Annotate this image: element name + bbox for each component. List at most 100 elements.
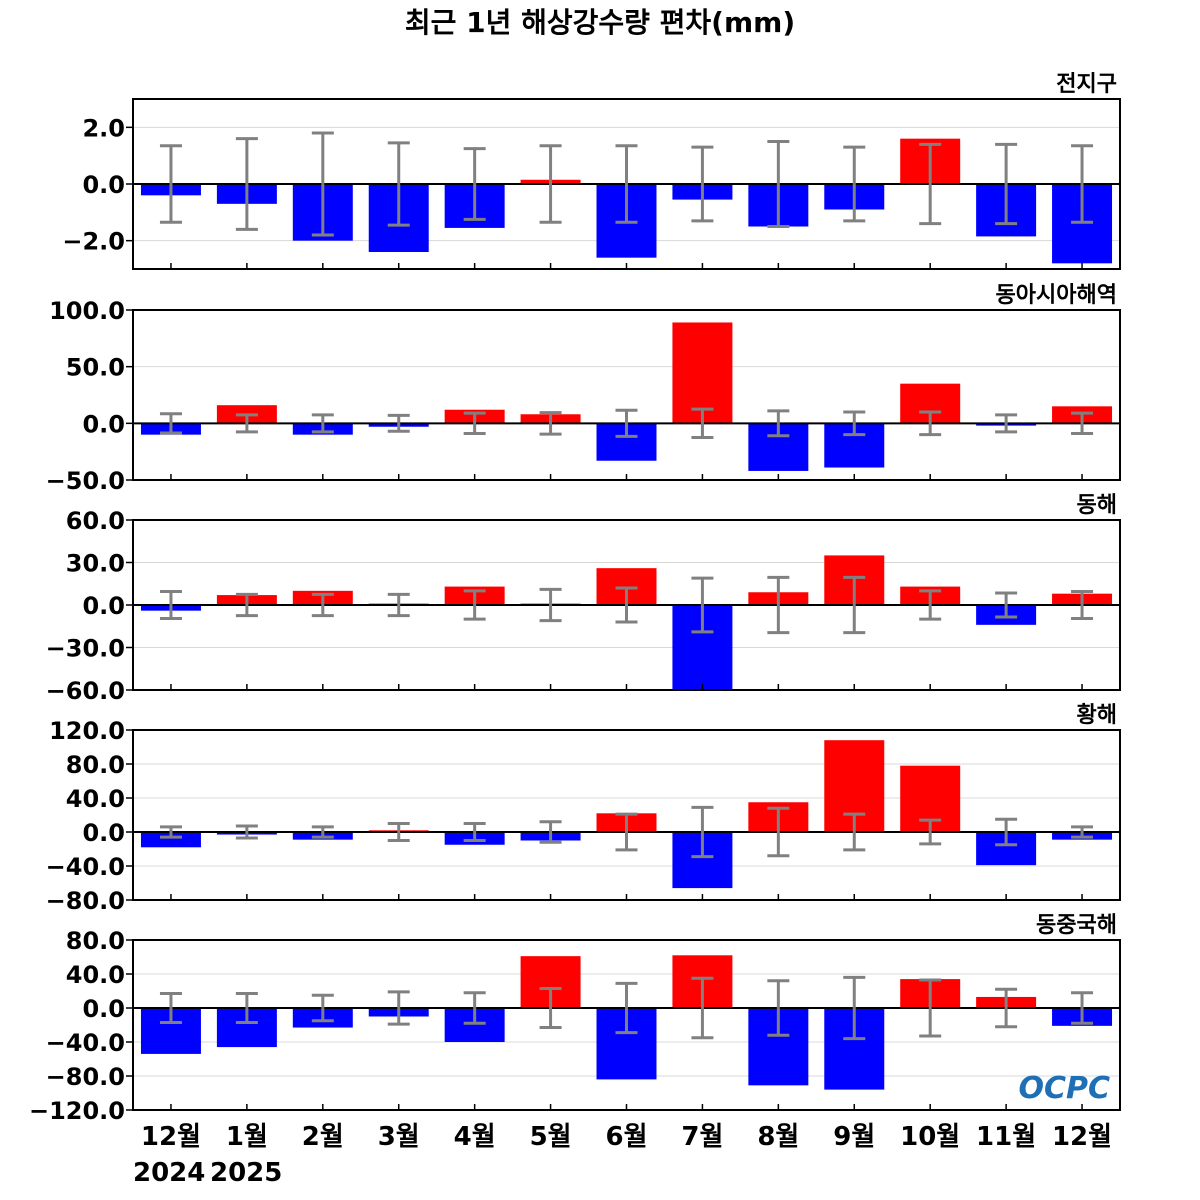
error-bar <box>311 993 334 1023</box>
y-tick-label: 40.0 <box>66 785 125 813</box>
chart-panels: 전지구 2.0 0.0 −2.0 동아시아해역 100.0 50.0 0.0 −50.0 동해 60… <box>29 72 1121 1125</box>
y-tick-label: −80.0 <box>46 1063 125 1091</box>
x-axis: 12월 1월 2월 3월 4월 5월 6월 7월 8월 9월 10월 11월 12월 2024 2025 <box>133 1122 1112 1188</box>
bar-12월 <box>140 832 201 848</box>
x-tick-label: 11월 <box>976 1122 1036 1152</box>
x-tick-label: 7월 <box>681 1122 723 1152</box>
error-bar <box>539 587 562 623</box>
error-bar <box>311 131 334 237</box>
error-bar <box>919 818 942 846</box>
error-bar <box>1071 825 1094 839</box>
error-bar <box>235 413 258 434</box>
error-bar <box>463 411 486 436</box>
x-tick-label: 8월 <box>757 1122 799 1152</box>
error-bar <box>387 141 410 227</box>
y-tick-label: 0.0 <box>82 592 125 620</box>
panel-frame <box>132 939 1121 1111</box>
error-bar <box>995 817 1018 847</box>
error-bar <box>767 806 790 858</box>
x-tick-label: 4월 <box>454 1122 496 1152</box>
panel-1: 동아시아해역 100.0 50.0 0.0 −50.0 <box>46 283 1121 495</box>
panel-region-label: 동아시아해역 <box>996 283 1117 308</box>
error-bar <box>463 147 486 221</box>
error-bar <box>463 589 486 621</box>
error-bar <box>463 822 486 842</box>
y-tick-label: −40.0 <box>46 853 125 881</box>
error-bar <box>843 975 866 1041</box>
error-bar <box>539 820 562 844</box>
error-bar <box>767 140 790 228</box>
error-bar <box>311 592 334 618</box>
error-bar <box>843 145 866 223</box>
error-bar <box>387 592 410 618</box>
x-tick-label: 6월 <box>605 1122 647 1152</box>
error-bar <box>159 412 182 435</box>
y-tick-label: 0.0 <box>82 995 125 1023</box>
x-tick-label: 1월 <box>226 1122 268 1152</box>
error-bar <box>843 575 866 635</box>
panel-0: 전지구 2.0 0.0 −2.0 <box>62 72 1121 270</box>
error-bar <box>615 981 638 1035</box>
error-bar <box>691 805 714 859</box>
y-tick-label: −50.0 <box>46 467 125 495</box>
chart-title: 최근 1년 해상강수량 편차(mm) <box>405 6 795 39</box>
y-tick-label: −40.0 <box>46 1029 125 1057</box>
x-tick-label: 12월 <box>141 1122 201 1152</box>
panel-region-label: 황해 <box>1077 703 1117 728</box>
error-bar <box>159 590 182 620</box>
y-tick-label: 40.0 <box>66 961 125 989</box>
panel-frame <box>132 309 1121 481</box>
error-bar <box>1071 411 1094 436</box>
y-tick-label: 80.0 <box>66 927 125 955</box>
y-tick-label: 2.0 <box>82 114 125 142</box>
y-tick-label: 0.0 <box>82 410 125 438</box>
error-bar <box>995 987 1018 1029</box>
y-tick-label: 0.0 <box>82 819 125 847</box>
error-bar <box>615 586 638 624</box>
error-bar <box>919 589 942 621</box>
y-tick-label: 100.0 <box>49 297 125 325</box>
panel-frame <box>132 729 1121 901</box>
x-tick-label: 10월 <box>900 1122 960 1152</box>
error-bar <box>843 410 866 437</box>
panel-3: 황해 120.0 80.0 40.0 0.0 −40.0 −80.0 <box>46 703 1121 915</box>
error-bar <box>1071 991 1094 1025</box>
error-bar <box>159 144 182 224</box>
y-tick-label: −120.0 <box>29 1097 125 1125</box>
y-tick-label: −60.0 <box>46 677 125 705</box>
error-bar <box>767 409 790 438</box>
panel-4: 동중국해 80.0 40.0 0.0 −40.0 −80.0 −120.0 <box>29 913 1121 1125</box>
y-tick-label: −30.0 <box>46 635 125 663</box>
error-bar <box>387 413 410 433</box>
panel-region-label: 동중국해 <box>1036 913 1117 938</box>
error-bar <box>235 137 258 231</box>
y-tick-label: −80.0 <box>46 887 125 915</box>
panel-region-label: 전지구 <box>1056 72 1117 97</box>
error-bar <box>615 408 638 438</box>
error-bar <box>767 979 790 1037</box>
error-bar <box>235 592 258 618</box>
x-tick-label: 2월 <box>302 1122 344 1152</box>
y-tick-label: 0.0 <box>82 171 125 199</box>
error-bar <box>539 986 562 1030</box>
y-tick-label: 60.0 <box>66 507 125 535</box>
error-bar <box>311 413 334 434</box>
panel-2: 동해 60.0 30.0 0.0 −30.0 −60.0 <box>46 493 1121 705</box>
panel-frame <box>132 98 1121 270</box>
error-bar <box>919 142 942 226</box>
x-tick-label: 5월 <box>530 1122 572 1152</box>
error-bar <box>387 990 410 1026</box>
error-bar <box>235 992 258 1024</box>
error-bar <box>691 976 714 1040</box>
error-bar <box>539 144 562 224</box>
error-bar <box>615 144 638 224</box>
x-tick-label: 12월 <box>1052 1122 1112 1152</box>
error-bar <box>767 575 790 635</box>
error-bar <box>919 978 942 1038</box>
x-tick-label: 9월 <box>833 1122 875 1152</box>
error-bar <box>311 825 334 839</box>
error-bar <box>539 411 562 436</box>
error-bar <box>995 142 1018 226</box>
year-label-2024: 2024 <box>133 1158 205 1188</box>
